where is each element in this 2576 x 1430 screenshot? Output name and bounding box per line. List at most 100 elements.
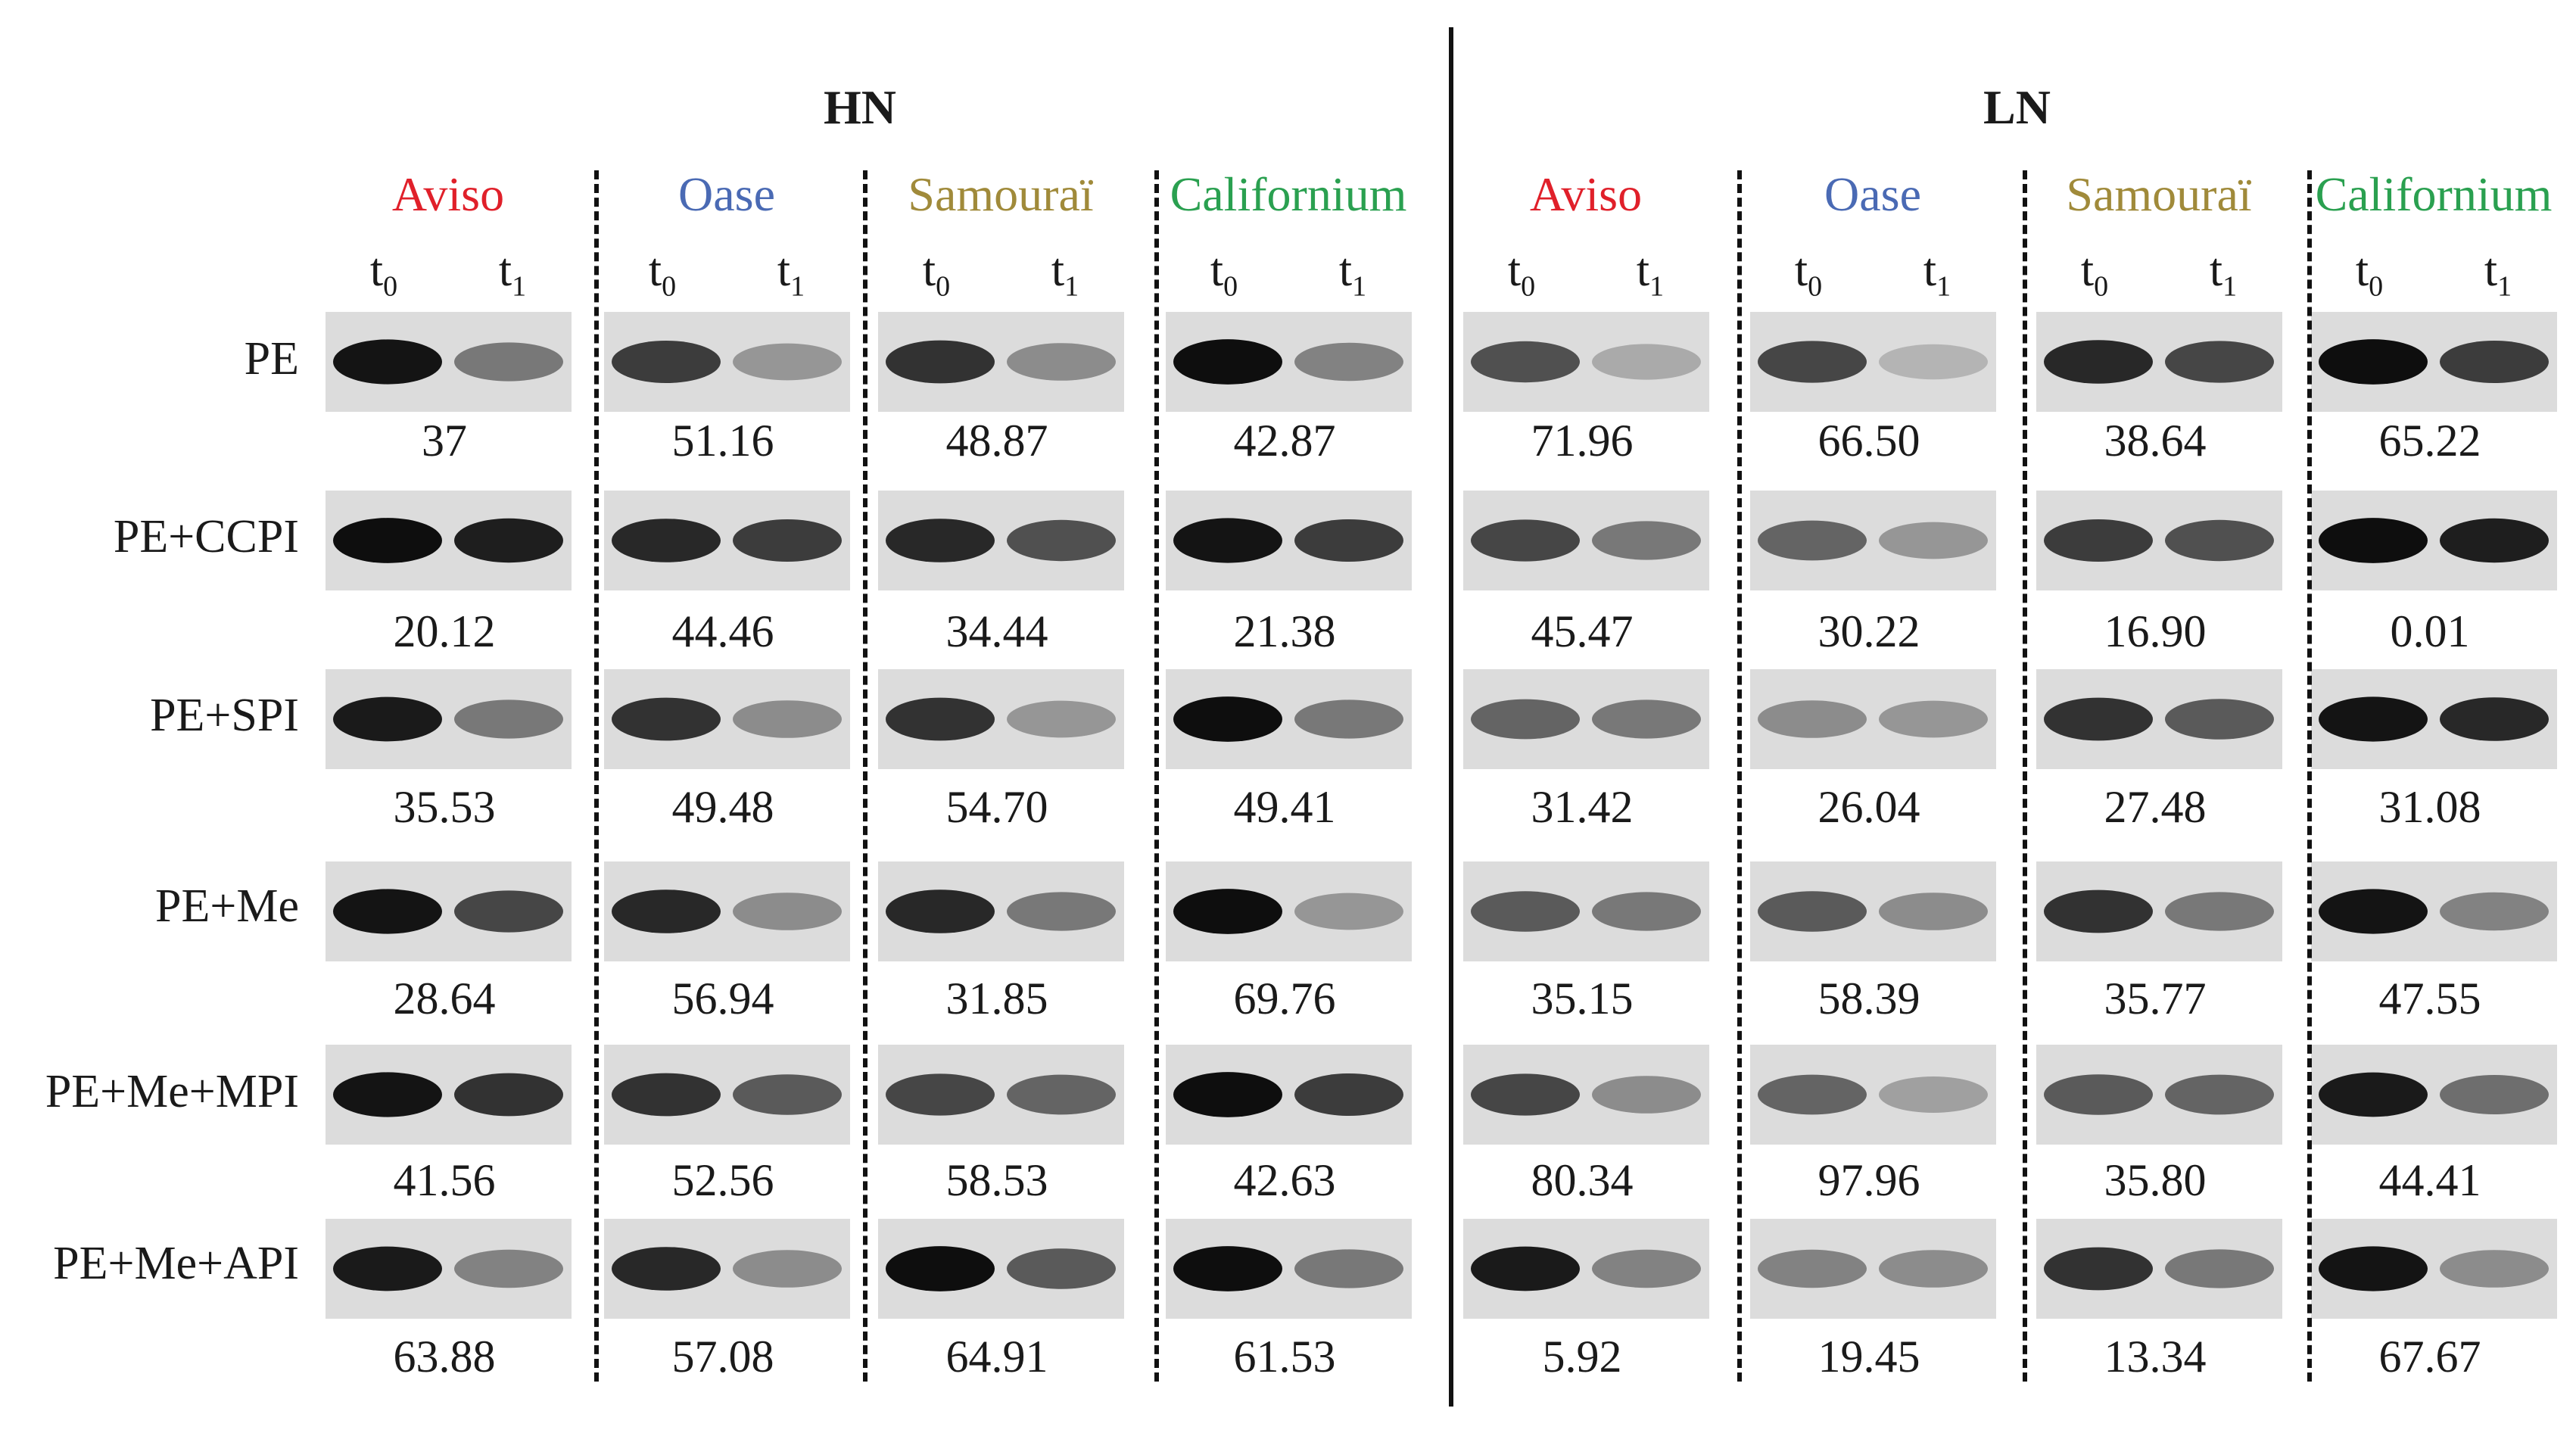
time-label-t1: t1: [777, 245, 805, 303]
time-label-t0: t0: [369, 245, 398, 303]
band-t1: [1879, 700, 1988, 738]
blot-strip: [1750, 861, 1996, 961]
value-label: 56.94: [671, 974, 774, 1023]
blot-strip: [878, 312, 1124, 412]
band-t0: [2319, 518, 2428, 563]
band-t0: [333, 889, 442, 934]
band-t0: [333, 1246, 442, 1291]
blot-strip: [326, 491, 572, 590]
band-t1: [1592, 1076, 1701, 1114]
time-label-t1: t1: [1923, 245, 1951, 303]
blot-strip: [1750, 491, 1996, 590]
band-t1: [733, 519, 842, 562]
time-label-t0: t0: [922, 245, 951, 303]
band-t1: [1879, 344, 1988, 380]
value-label: 20.12: [393, 606, 496, 656]
blot-strip: [2311, 312, 2557, 412]
time-label-t1: t1: [498, 245, 527, 303]
band-t0: [886, 1073, 995, 1116]
band-t0: [1758, 1249, 1867, 1288]
blot-strip: [604, 1219, 850, 1319]
cultivar-divider: [1737, 170, 1742, 1382]
band-t1: [1592, 699, 1701, 739]
row-label: PE+Me+MPI: [45, 1066, 299, 1117]
value-label: 28.64: [393, 974, 496, 1023]
value-label: 35.53: [393, 782, 496, 832]
band-t1: [454, 890, 563, 933]
band-t1: [2440, 1075, 2549, 1114]
band-t0: [1471, 519, 1580, 562]
blot-strip: [2036, 1219, 2282, 1319]
value-label: 41.56: [393, 1155, 496, 1205]
value-label: 64.91: [945, 1332, 1048, 1382]
time-label-t0: t0: [648, 245, 677, 303]
blot-strip: [878, 1045, 1124, 1145]
value-label: 30.22: [1818, 606, 1920, 656]
time-label-t0: t0: [2355, 245, 2384, 303]
value-label: 37: [422, 416, 467, 466]
value-label: 45.47: [1531, 606, 1634, 656]
time-label-t0: t0: [1210, 245, 1238, 303]
row-label: PE+CCPI: [113, 511, 299, 562]
value-label: 58.53: [945, 1155, 1048, 1205]
band-t1: [1879, 1076, 1988, 1113]
blot-strip: [1166, 1045, 1412, 1145]
row-label: PE+SPI: [150, 690, 299, 741]
cultivar-label-hn-aviso: Aviso: [391, 167, 505, 221]
band-t1: [2440, 341, 2549, 383]
band-t0: [333, 339, 442, 385]
blot-strip: [1750, 669, 1996, 769]
band-t0: [886, 697, 995, 741]
value-label: 58.39: [1818, 974, 1920, 1023]
blot-strip: [604, 861, 850, 961]
blot-strip: [1166, 312, 1412, 412]
blot-strip: [2036, 861, 2282, 961]
band-t0: [2044, 519, 2153, 562]
blot-strip: [1166, 861, 1412, 961]
value-label: 42.87: [1233, 416, 1336, 466]
row-label: PE+Me+API: [53, 1238, 299, 1289]
band-t0: [612, 519, 721, 562]
value-label: 71.96: [1531, 416, 1634, 466]
band-t1: [2165, 892, 2274, 931]
band-t1: [1879, 522, 1988, 559]
group-title-ln: LN: [1983, 80, 2051, 134]
blot-strip: [2311, 669, 2557, 769]
band-t0: [1758, 700, 1867, 738]
band-t0: [1758, 341, 1867, 383]
value-label: 31.08: [2378, 782, 2481, 832]
band-t1: [733, 1250, 842, 1288]
band-t0: [2319, 1246, 2428, 1291]
band-t1: [1007, 1248, 1116, 1289]
value-label: 63.88: [393, 1332, 496, 1382]
band-t1: [2440, 1250, 2549, 1288]
cultivar-label-hn-samouraï: Samouraï: [908, 167, 1094, 221]
band-t1: [1007, 892, 1116, 931]
time-label-t1: t1: [2209, 245, 2238, 303]
band-t0: [1173, 339, 1282, 385]
band-t0: [1471, 699, 1580, 740]
group-divider: [1449, 27, 1453, 1407]
band-t1: [1294, 1249, 1403, 1288]
band-t1: [1294, 342, 1403, 382]
time-label-t1: t1: [1636, 245, 1665, 303]
time-label-t0: t0: [2080, 245, 2109, 303]
cultivar-label-hn-oase: Oase: [678, 167, 775, 221]
value-label: 54.70: [945, 782, 1048, 832]
value-label: 21.38: [1233, 606, 1336, 656]
cultivar-divider: [2307, 170, 2312, 1382]
band-t1: [1294, 699, 1403, 739]
blot-strip: [1166, 1219, 1412, 1319]
value-label: 0.01: [2390, 606, 2470, 656]
blot-strip: [2311, 1219, 2557, 1319]
band-t0: [2044, 1247, 2153, 1291]
band-t0: [1471, 341, 1580, 383]
band-t1: [1879, 1250, 1988, 1288]
blot-strip: [1463, 669, 1709, 769]
blot-strip: [604, 491, 850, 590]
blot-strip: [326, 669, 572, 769]
band-t1: [2165, 1074, 2274, 1115]
value-label: 27.48: [2104, 782, 2207, 832]
band-t0: [1173, 1072, 1282, 1117]
band-t0: [333, 1072, 442, 1117]
